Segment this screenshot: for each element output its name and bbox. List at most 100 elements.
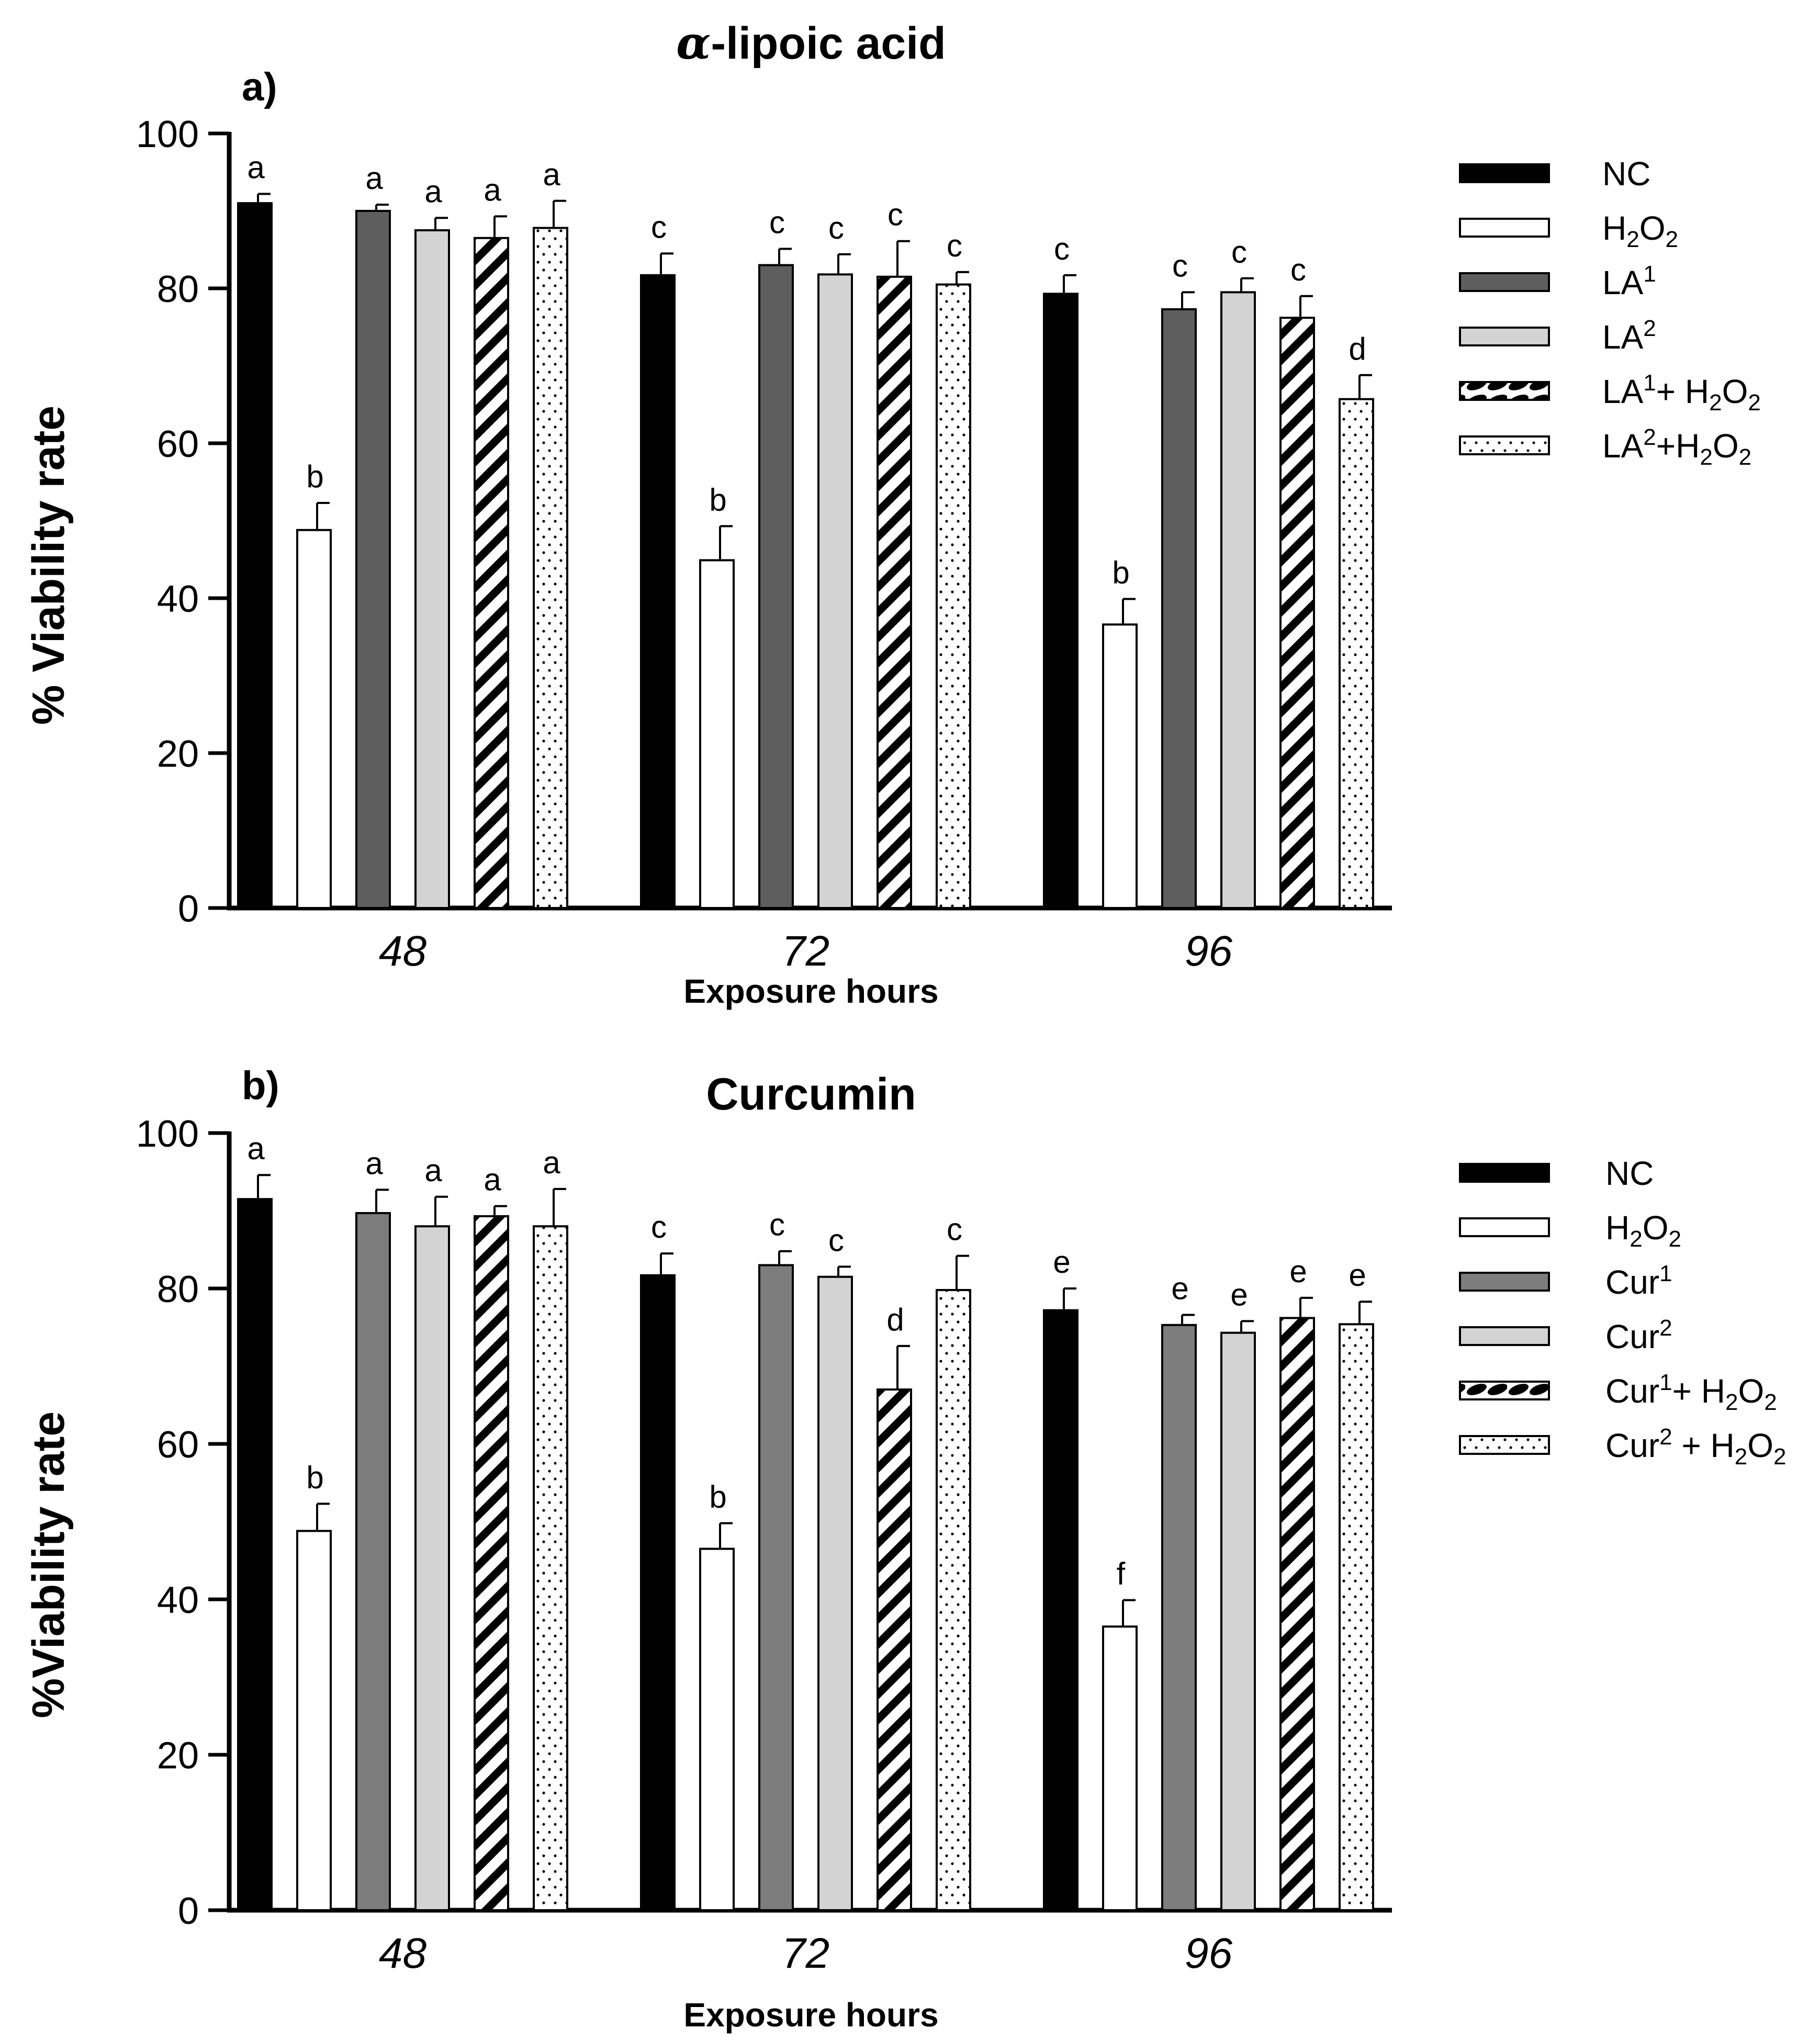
bar	[1102, 1625, 1138, 1912]
y-tick-label: 60	[157, 423, 199, 465]
bar	[817, 273, 853, 909]
bar	[237, 1198, 273, 1912]
legend-swatch	[1459, 163, 1550, 183]
bars: a b a a a a c b c c c c c b c c c d	[237, 150, 1374, 910]
x-tick-label: 72	[782, 927, 829, 975]
y-tick-label: 20	[157, 1735, 199, 1777]
bar	[817, 1275, 853, 1912]
significance-letter: e	[1053, 1245, 1070, 1280]
bar	[296, 1530, 332, 1912]
significance-letter: d	[886, 1302, 904, 1337]
significance-letter: a	[365, 1146, 383, 1181]
legend-swatch	[1459, 272, 1550, 292]
significance-letter: a	[424, 174, 442, 209]
x-axis: 48 72 96	[227, 1908, 1392, 1977]
legend-label: LA1+ H2O2	[1602, 370, 1761, 416]
significance-letter: d	[1349, 331, 1366, 366]
legend-swatch	[1459, 381, 1550, 401]
bar	[355, 210, 391, 909]
x-axis-label: Exposure hours	[683, 972, 938, 1010]
bar	[1220, 291, 1256, 909]
legend-swatch	[1459, 1381, 1550, 1400]
panel-a-alpha-lipoic-acid: α-lipoic acid a) % Viability rate Exposu…	[24, 17, 1761, 1010]
legend-swatch	[1459, 435, 1550, 455]
bar	[1339, 398, 1374, 909]
significance-letter: c	[1172, 248, 1188, 283]
y-tick-label: 100	[136, 114, 199, 155]
legend: NC H2O2 LA1 LA2 LA1+ H2O2 LA2+H2O2	[1459, 155, 1761, 470]
bar	[1279, 317, 1315, 909]
legend-label: H2O2	[1605, 1209, 1681, 1252]
x-tick-label: 96	[1185, 927, 1233, 975]
x-tick-label: 72	[782, 1930, 829, 1977]
y-tick-label: 0	[178, 1890, 199, 1932]
significance-letter: b	[709, 1479, 726, 1514]
bar	[877, 275, 912, 909]
legend-swatch	[1459, 1217, 1550, 1237]
y-tick-label: 60	[157, 1424, 199, 1466]
bar	[533, 227, 568, 909]
legend-label: LA2+H2O2	[1602, 424, 1751, 470]
panel-label: a)	[242, 65, 277, 109]
legend-label: H2O2	[1602, 209, 1678, 252]
bar	[877, 1388, 912, 1912]
bar	[414, 1225, 450, 1911]
bar	[414, 229, 450, 909]
significance-letter: c	[1290, 252, 1306, 287]
chart-title: α-lipoic acid	[676, 17, 946, 70]
significance-letter: a	[247, 150, 265, 185]
panel-label: b)	[242, 1063, 279, 1108]
significance-letter: c	[769, 1207, 785, 1242]
significance-letter: a	[365, 161, 383, 196]
legend-swatch	[1459, 1435, 1550, 1455]
significance-letter: c	[1231, 234, 1247, 270]
legend-label: Cur2	[1605, 1315, 1672, 1355]
bar	[699, 559, 735, 909]
significance-letter: a	[543, 157, 560, 192]
significance-letter: c	[828, 210, 844, 245]
legend-label: NC	[1602, 155, 1650, 193]
bar	[474, 237, 509, 909]
significance-letter: a	[543, 1145, 560, 1180]
chart-title: Curcumin	[706, 1069, 916, 1119]
significance-letter: c	[887, 197, 903, 232]
bar	[936, 283, 971, 909]
bar	[1161, 308, 1197, 910]
x-tick-label: 48	[379, 1930, 427, 1977]
significance-letter: c	[947, 228, 962, 263]
bar	[1043, 293, 1078, 909]
x-axis-label: Exposure hours	[683, 1996, 938, 2034]
significance-letter: c	[947, 1212, 962, 1247]
significance-letter: c	[1054, 231, 1070, 266]
y-tick-label: 40	[157, 578, 199, 620]
bar	[533, 1225, 568, 1911]
x-axis: 48 72 96	[227, 905, 1392, 975]
bars: a b a a a a c b c c d c e f e e e e	[237, 1131, 1374, 1912]
bar	[1102, 623, 1138, 909]
significance-letter: e	[1349, 1258, 1366, 1293]
y-tick-label: 80	[157, 1269, 199, 1310]
legend-label: LA1	[1602, 261, 1656, 301]
significance-letter: f	[1117, 1556, 1126, 1591]
x-tick-label: 48	[379, 927, 427, 975]
significance-letter: a	[247, 1131, 265, 1166]
legend: NC H2O2 Cur1 Cur2 Cur1+ H2O2 Cur2 + H2O2	[1459, 1154, 1787, 1470]
bar	[1279, 1317, 1315, 1911]
legend-swatch	[1459, 1272, 1550, 1292]
y-tick-label: 80	[157, 268, 199, 310]
y-axis: 0 20 40 60 80 100	[136, 1113, 232, 1932]
significance-letter: e	[1289, 1254, 1307, 1289]
bar	[237, 202, 273, 910]
legend-swatch	[1459, 1163, 1550, 1183]
y-tick-label: 0	[178, 888, 199, 930]
bar	[758, 264, 794, 910]
y-axis: 0 20 40 60 80 100	[136, 114, 232, 930]
significance-letter: b	[306, 459, 323, 494]
significance-letter: a	[484, 172, 501, 207]
y-axis-label: % Viability rate	[24, 406, 74, 725]
bar	[640, 1274, 676, 1911]
significance-letter: b	[1112, 555, 1129, 590]
bar	[1161, 1324, 1197, 1911]
y-tick-label: 40	[157, 1579, 199, 1621]
bar	[936, 1288, 971, 1911]
